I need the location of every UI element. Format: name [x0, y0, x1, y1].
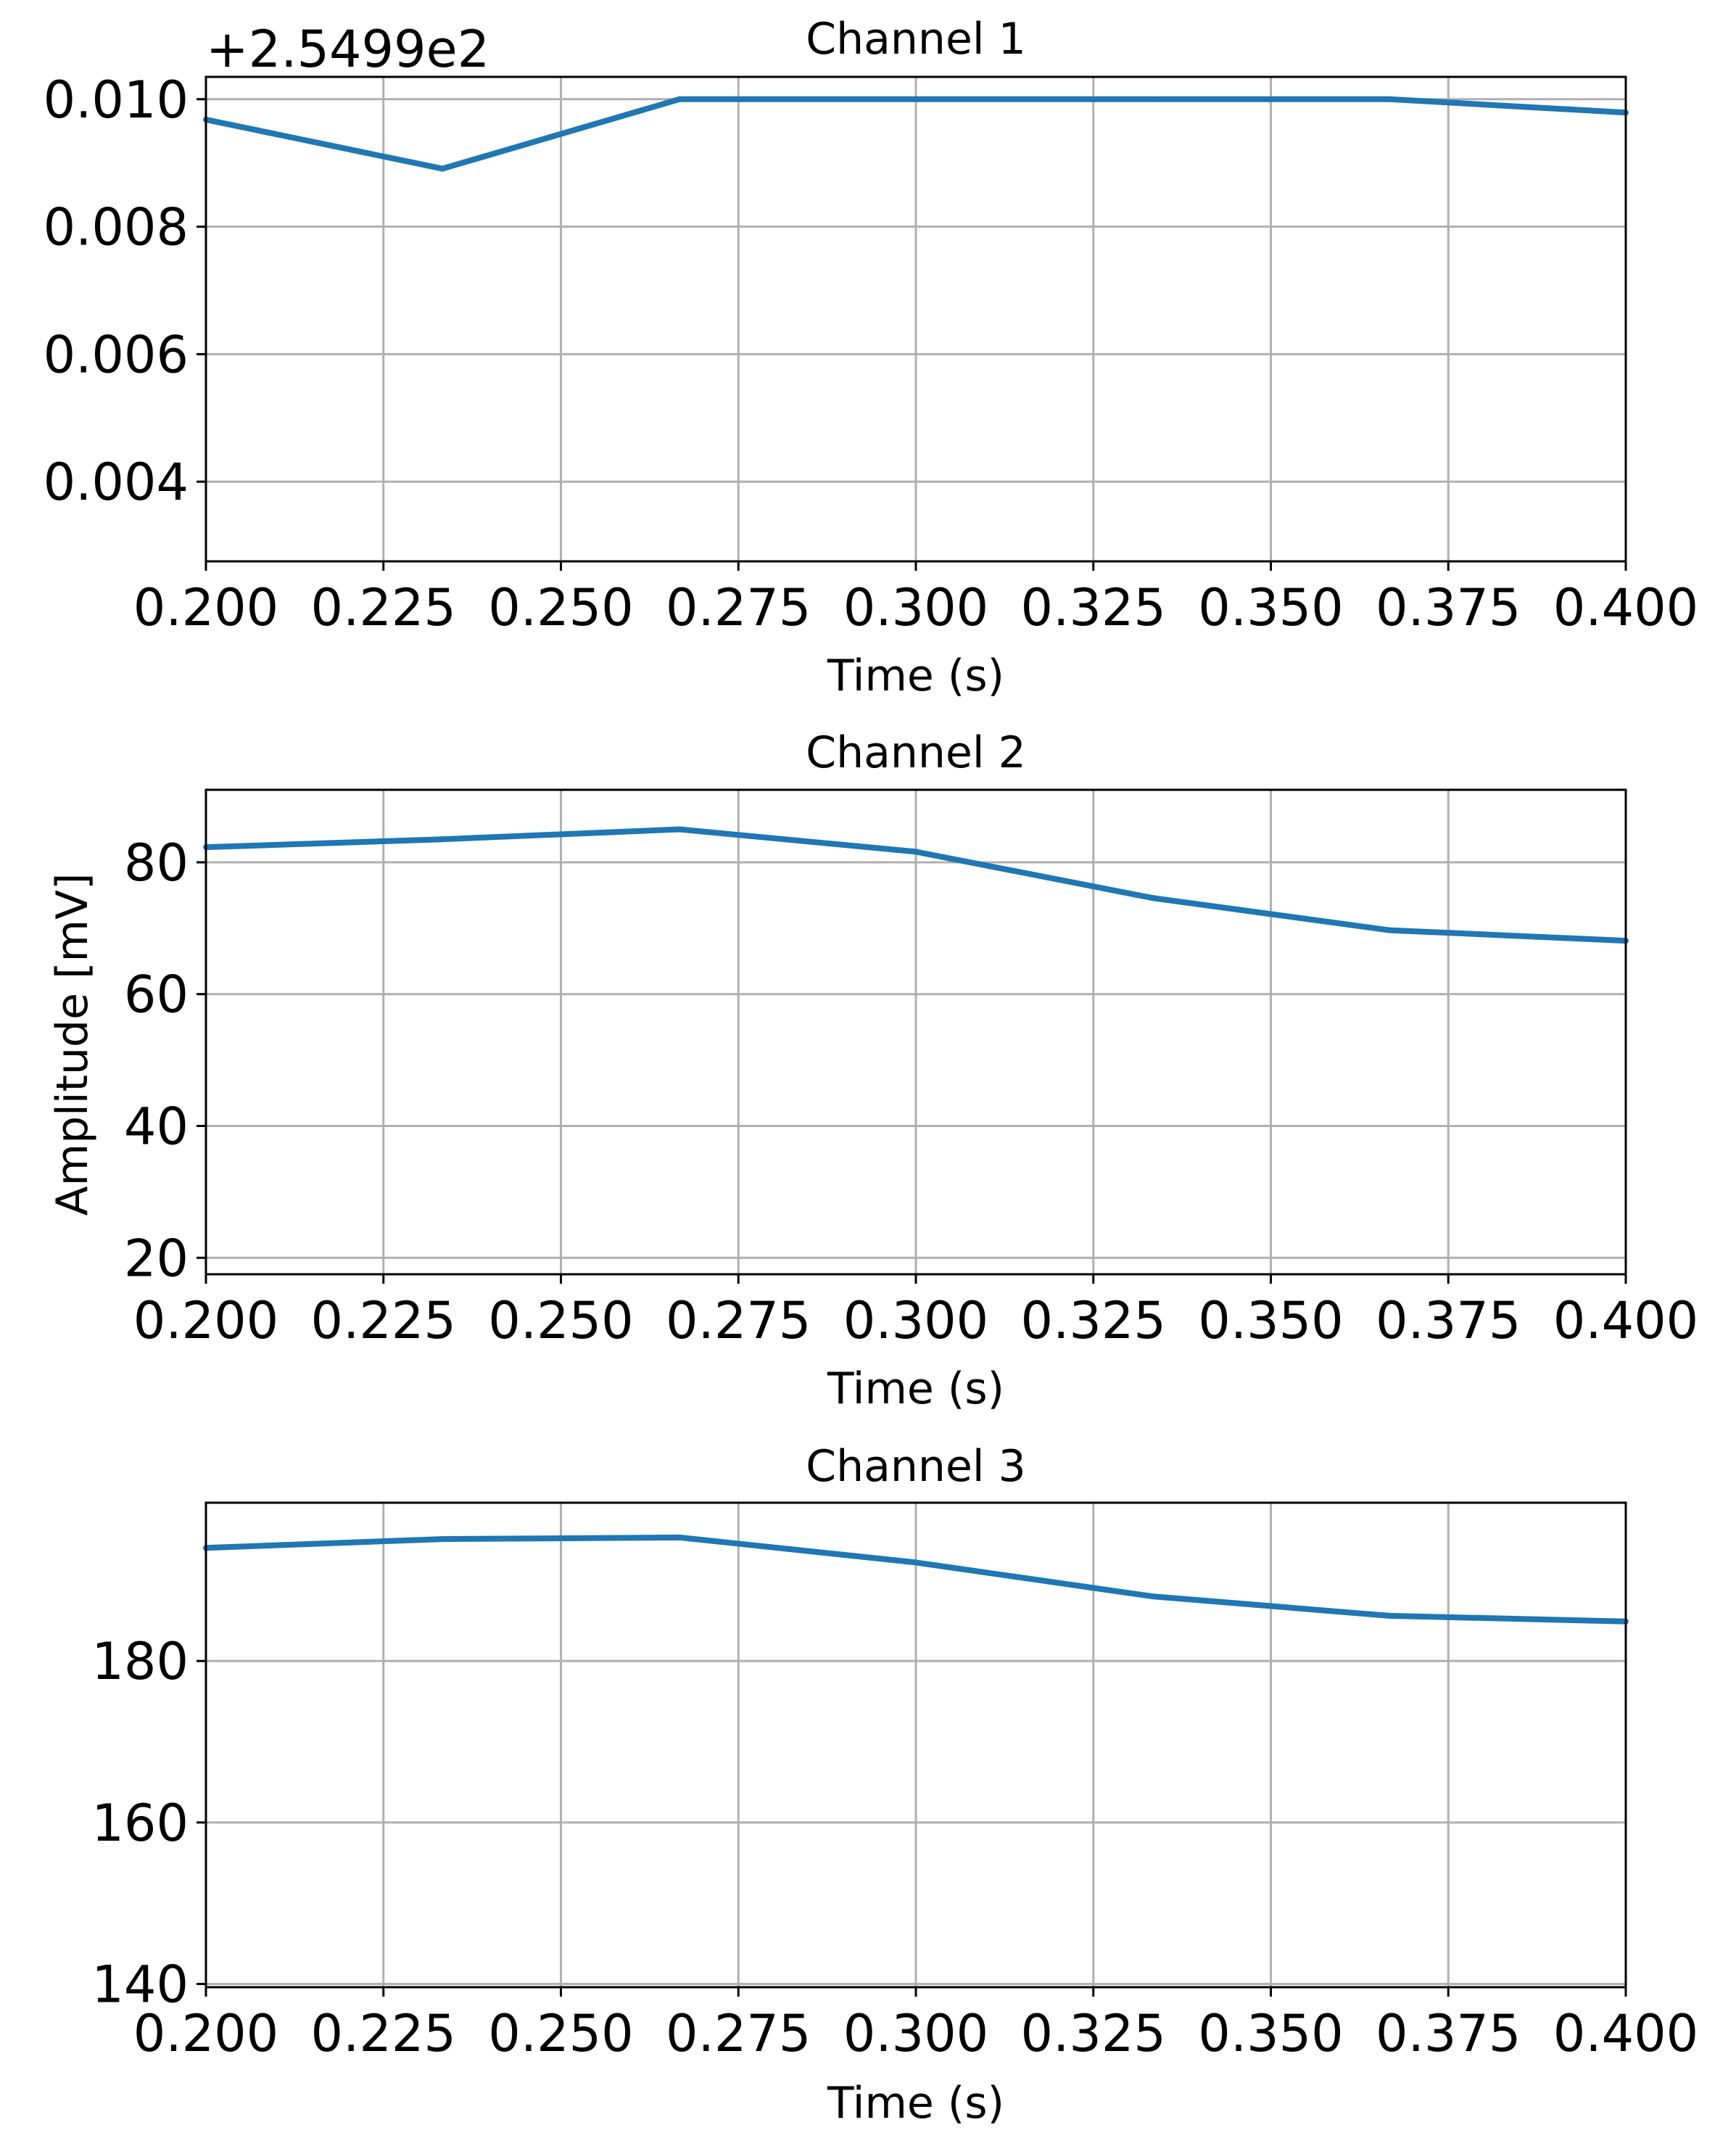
grid: [204, 1503, 1627, 1987]
grid: [204, 790, 1627, 1274]
data-point: [676, 96, 682, 102]
data-points: [203, 96, 1629, 172]
chart-title: Channel 2: [806, 727, 1026, 778]
x-tick-label: 0.375: [1376, 578, 1521, 637]
x-tick-label: 0.300: [843, 2004, 988, 2063]
x-tick-label: 0.225: [311, 1291, 456, 1350]
y-axis-ticks: 20 40 60 80: [124, 833, 206, 1288]
x-tick-label: 0.200: [133, 578, 278, 637]
axes-frame: [204, 788, 1627, 1276]
x-tick-label: 0.300: [843, 1291, 988, 1350]
x-tick-label: 0.275: [666, 2004, 811, 2063]
y-tick-label: 0.010: [44, 70, 189, 130]
grid: [204, 77, 1627, 561]
x-tick-label: 0.275: [666, 578, 811, 637]
x-axis-ticks: 0.200 0.225 0.250 0.275 0.300 0.325 0.350 0.375…: [133, 1987, 1698, 2063]
x-tick-label: 0.250: [488, 1291, 633, 1350]
x-tick-label: 0.400: [1553, 1291, 1698, 1350]
subplot-channel-3: Channel 3 0.200 0.225 0.250 0.275 0.300 0.325…: [91, 1441, 1698, 2129]
data-point: [676, 826, 682, 833]
x-tick-label: 0.225: [311, 578, 456, 637]
y-tick-label: 60: [124, 965, 189, 1025]
x-tick-label: 0.375: [1376, 2004, 1521, 2063]
y-tick-label: 0.004: [44, 453, 189, 512]
y-tick-label: 0.006: [44, 325, 189, 384]
y-tick-label: 20: [124, 1229, 189, 1288]
data-point: [1149, 895, 1156, 901]
x-tick-label: 0.225: [311, 2004, 456, 2063]
y-tick-label: 80: [124, 833, 189, 893]
data-point: [1149, 1593, 1156, 1600]
y-axis-ticks: 0.004 0.006 0.008 0.010: [44, 70, 206, 512]
y-axis-ticks: 140 160 180: [91, 1632, 206, 2015]
x-tick-label: 0.275: [666, 1291, 811, 1350]
x-axis-ticks: 0.200 0.225 0.250 0.275 0.300 0.325 0.350 0.375…: [133, 561, 1698, 637]
data-point: [1149, 96, 1156, 102]
chart-title: Channel 1: [806, 14, 1026, 65]
data-point: [913, 849, 919, 855]
y-tick-label: 40: [124, 1097, 189, 1157]
x-axis-label: Time (s): [827, 2078, 1004, 2129]
data-point: [439, 165, 446, 172]
y-tick-label: 160: [91, 1794, 189, 1853]
y-tick-label: 140: [91, 1955, 189, 2015]
subplot-channel-1: Channel 1 +2.5499e2 0.200 0.225 0.250 0.275…: [44, 14, 1699, 701]
data-point: [913, 1559, 919, 1566]
y-tick-label: 180: [91, 1632, 189, 1691]
y-axis-label: Amplitude [mV]: [47, 873, 98, 1216]
x-tick-label: 0.325: [1021, 578, 1166, 637]
x-tick-label: 0.300: [843, 578, 988, 637]
x-tick-label: 0.250: [488, 2004, 633, 2063]
x-axis-label: Time (s): [827, 651, 1004, 701]
x-tick-label: 0.350: [1198, 1291, 1343, 1350]
x-axis-label: Time (s): [827, 1363, 1004, 1414]
x-tick-label: 0.400: [1553, 2004, 1698, 2063]
x-tick-label: 0.250: [488, 578, 633, 637]
x-tick-label: 0.375: [1376, 1291, 1521, 1350]
axes-frame: [204, 1501, 1627, 1989]
data-point: [1386, 96, 1392, 102]
x-tick-label: 0.400: [1553, 578, 1698, 637]
axes-frame: [204, 75, 1627, 563]
x-axis-ticks: 0.200 0.225 0.250 0.275 0.300 0.325 0.350 0.375…: [133, 1274, 1698, 1350]
x-tick-label: 0.325: [1021, 2004, 1166, 2063]
data-point: [439, 836, 446, 843]
x-tick-label: 0.350: [1198, 578, 1343, 637]
data-point: [676, 1534, 682, 1540]
chart-title: Channel 3: [806, 1441, 1026, 1492]
x-tick-label: 0.200: [133, 2004, 278, 2063]
x-tick-label: 0.200: [133, 1291, 278, 1350]
y-offset-label: +2.5499e2: [206, 20, 489, 79]
y-tick-label: 0.008: [44, 198, 189, 257]
data-point: [439, 1536, 446, 1543]
data-point: [1386, 1612, 1392, 1619]
data-point: [1386, 927, 1392, 933]
subplot-channel-2: Channel 2 0.200 0.225 0.250 0.275 0.300 0.325…: [47, 727, 1698, 1414]
data-point: [913, 96, 919, 102]
x-tick-label: 0.350: [1198, 2004, 1343, 2063]
x-tick-label: 0.325: [1021, 1291, 1166, 1350]
